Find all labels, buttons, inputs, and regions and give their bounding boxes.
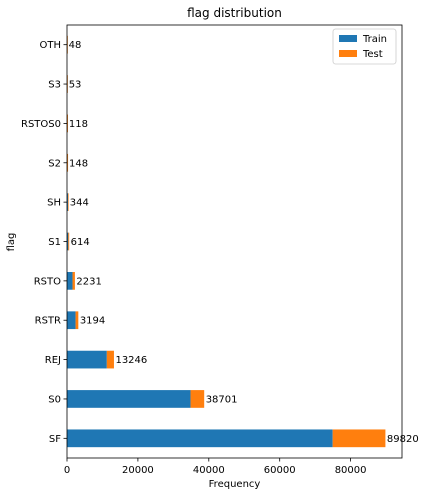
data-label-sf: 89820 [387,434,419,445]
data-label-oth: 48 [69,40,82,51]
y-tick-label: OTH [40,40,62,51]
bar-test-sh [67,193,69,211]
bar-test-rstr [75,311,79,330]
y-tick-label: S2 [48,158,61,169]
bars [67,35,386,448]
chart-title: flag distribution [187,6,282,20]
legend-swatch-train [339,35,357,42]
bar-test-s3 [67,75,68,93]
y-tick-label: S1 [48,237,61,248]
y-tick-label: REJ [45,355,61,366]
y-axis-label: flag [6,233,17,252]
bar-test-rej [106,350,114,369]
data-label-rstos0: 118 [69,119,88,130]
y-tick-label: RSTR [35,316,61,327]
legend-label-test: Test [362,49,383,60]
data-label-rej: 13246 [115,355,147,366]
x-tick-label: 60000 [264,465,296,476]
y-tick-label: SF [49,434,61,445]
plot-frame [66,24,403,459]
bar-train-rstr [67,311,76,330]
x-axis-ticks: 0 20000 40000 60000 80000 [64,458,367,476]
bar-train-s0 [67,390,191,408]
bar-test-s2 [67,153,69,172]
bar-train-sh [67,193,68,211]
data-label-sh: 344 [70,198,89,209]
y-tick-label: S3 [48,80,61,91]
data-label-s3: 53 [69,80,82,91]
bar-test-oth [67,35,68,54]
bar-train-rej [67,350,107,369]
data-label-rstr: 3194 [80,316,105,327]
bar-train-rsto [67,272,73,290]
legend-label-train: Train [362,34,387,45]
legend: Train Test [332,28,397,65]
data-label-s1: 614 [71,237,90,248]
bar-train-s1 [67,232,69,251]
bar-test-rstos0 [67,114,68,133]
x-tick-label: 80000 [335,465,367,476]
data-labels: 89820 38701 13246 3194 2231 614 344 148 118 53 48 [69,40,419,445]
y-tick-label: RSTO [34,276,61,287]
bar-train-sf [67,429,333,448]
y-tick-label: RSTOS0 [21,119,61,130]
bar-test-sf [332,429,386,448]
y-tick-label: S0 [48,394,61,405]
legend-swatch-test [339,50,357,57]
x-axis-label: Frequency [209,479,261,490]
data-label-s0: 38701 [206,394,238,405]
x-tick-label: 40000 [193,465,225,476]
x-tick-label: 0 [64,465,70,476]
bar-test-s1 [68,232,70,251]
y-axis-ticks: SF S0 REJ RSTR RSTO S1 SH S2 RSTOS0 S3 OTH [21,40,67,445]
y-tick-label: SH [47,198,61,209]
data-label-rsto: 2231 [76,276,101,287]
bar-test-s0 [190,390,205,408]
bar-test-rsto [72,272,75,290]
data-label-s2: 148 [69,158,88,169]
x-tick-label: 20000 [122,465,154,476]
